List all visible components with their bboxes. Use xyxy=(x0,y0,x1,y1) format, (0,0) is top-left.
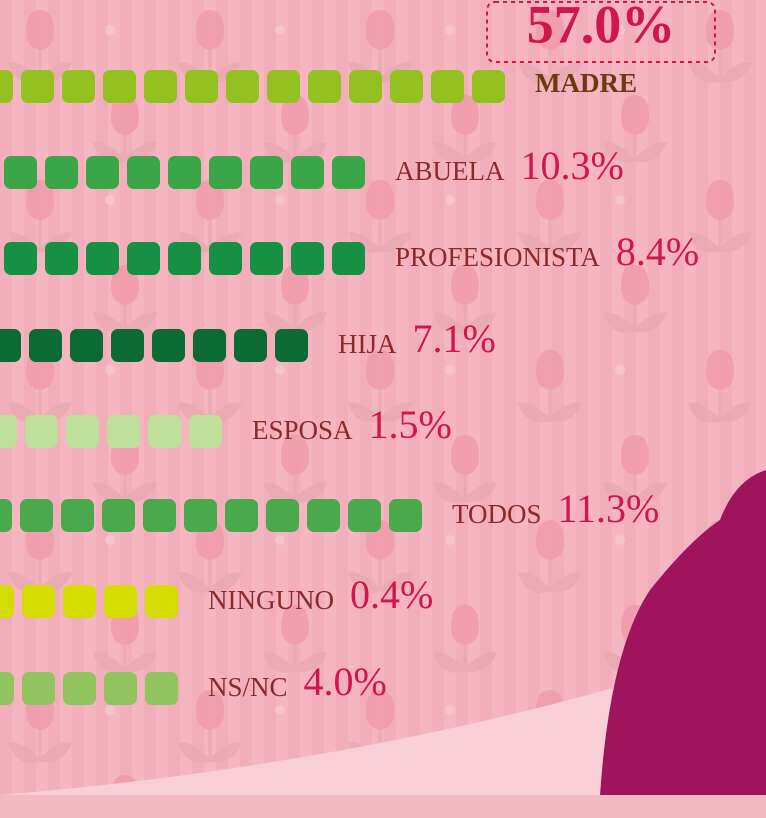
square xyxy=(25,415,58,448)
square xyxy=(0,585,14,618)
square xyxy=(389,499,422,532)
row xyxy=(0,70,505,103)
square xyxy=(307,499,340,532)
square xyxy=(332,156,365,189)
item-value: 11.3% xyxy=(558,486,660,531)
square xyxy=(22,672,55,705)
square xyxy=(127,156,160,189)
square xyxy=(62,70,95,103)
bottom-strip xyxy=(0,795,766,818)
square xyxy=(348,499,381,532)
silhouette xyxy=(600,470,766,795)
row: ESPOSA 1.5% xyxy=(0,402,452,448)
square xyxy=(266,499,299,532)
square xyxy=(0,70,13,103)
square xyxy=(45,242,78,275)
row: ABUELA 10.3% xyxy=(4,143,624,189)
square xyxy=(472,70,505,103)
highlight-value: 57.0% xyxy=(527,0,676,54)
square xyxy=(0,499,12,532)
square xyxy=(107,415,140,448)
square xyxy=(267,70,300,103)
square xyxy=(168,242,201,275)
square xyxy=(102,499,135,532)
item-value: 1.5% xyxy=(369,402,452,447)
square xyxy=(21,70,54,103)
item-label: HIJA xyxy=(338,329,397,359)
square xyxy=(332,242,365,275)
square xyxy=(45,156,78,189)
square xyxy=(390,70,423,103)
square xyxy=(145,585,178,618)
square xyxy=(291,242,324,275)
square xyxy=(143,499,176,532)
square xyxy=(275,329,308,362)
square xyxy=(185,70,218,103)
item-value: 7.1% xyxy=(413,316,496,361)
square xyxy=(168,156,201,189)
square xyxy=(86,242,119,275)
square xyxy=(349,70,382,103)
row: HIJA 7.1% xyxy=(0,316,496,362)
square xyxy=(61,499,94,532)
square xyxy=(250,242,283,275)
row: NINGUNO 0.4% xyxy=(0,572,433,618)
item-value: 0.4% xyxy=(350,572,433,617)
item-label: NS/NC xyxy=(208,672,288,702)
square xyxy=(104,672,137,705)
square xyxy=(226,70,259,103)
item-label: ESPOSA xyxy=(252,415,353,445)
square xyxy=(4,242,37,275)
item-label: PROFESIONISTA xyxy=(395,242,600,272)
square xyxy=(250,156,283,189)
square xyxy=(111,329,144,362)
square xyxy=(103,70,136,103)
square xyxy=(184,499,217,532)
square xyxy=(189,415,222,448)
square xyxy=(144,70,177,103)
square xyxy=(63,672,96,705)
square xyxy=(86,156,119,189)
item-value: 10.3% xyxy=(521,143,624,188)
item-value: 4.0% xyxy=(304,659,387,704)
square xyxy=(29,329,62,362)
row: TODOS 11.3% xyxy=(0,486,659,532)
square xyxy=(209,242,242,275)
item-label: TODOS xyxy=(452,499,542,529)
item-value: 8.4% xyxy=(616,229,699,274)
square xyxy=(145,672,178,705)
square xyxy=(0,672,14,705)
row: NS/NC 4.0% xyxy=(0,659,387,705)
square xyxy=(22,585,55,618)
square xyxy=(63,585,96,618)
square xyxy=(152,329,185,362)
item-label: NINGUNO xyxy=(208,585,334,615)
highlight-label: MADRE xyxy=(535,68,637,98)
square xyxy=(308,70,341,103)
square xyxy=(193,329,226,362)
square xyxy=(0,329,21,362)
square xyxy=(127,242,160,275)
row: PROFESIONISTA 8.4% xyxy=(4,229,699,275)
square xyxy=(291,156,324,189)
square xyxy=(66,415,99,448)
square xyxy=(0,415,17,448)
highlight-box xyxy=(486,1,716,63)
item-label: ABUELA xyxy=(395,156,505,186)
bottom-band xyxy=(0,640,766,818)
square xyxy=(70,329,103,362)
square xyxy=(104,585,137,618)
square xyxy=(148,415,181,448)
square xyxy=(234,329,267,362)
square xyxy=(225,499,258,532)
square xyxy=(4,156,37,189)
square xyxy=(431,70,464,103)
square xyxy=(209,156,242,189)
square xyxy=(20,499,53,532)
